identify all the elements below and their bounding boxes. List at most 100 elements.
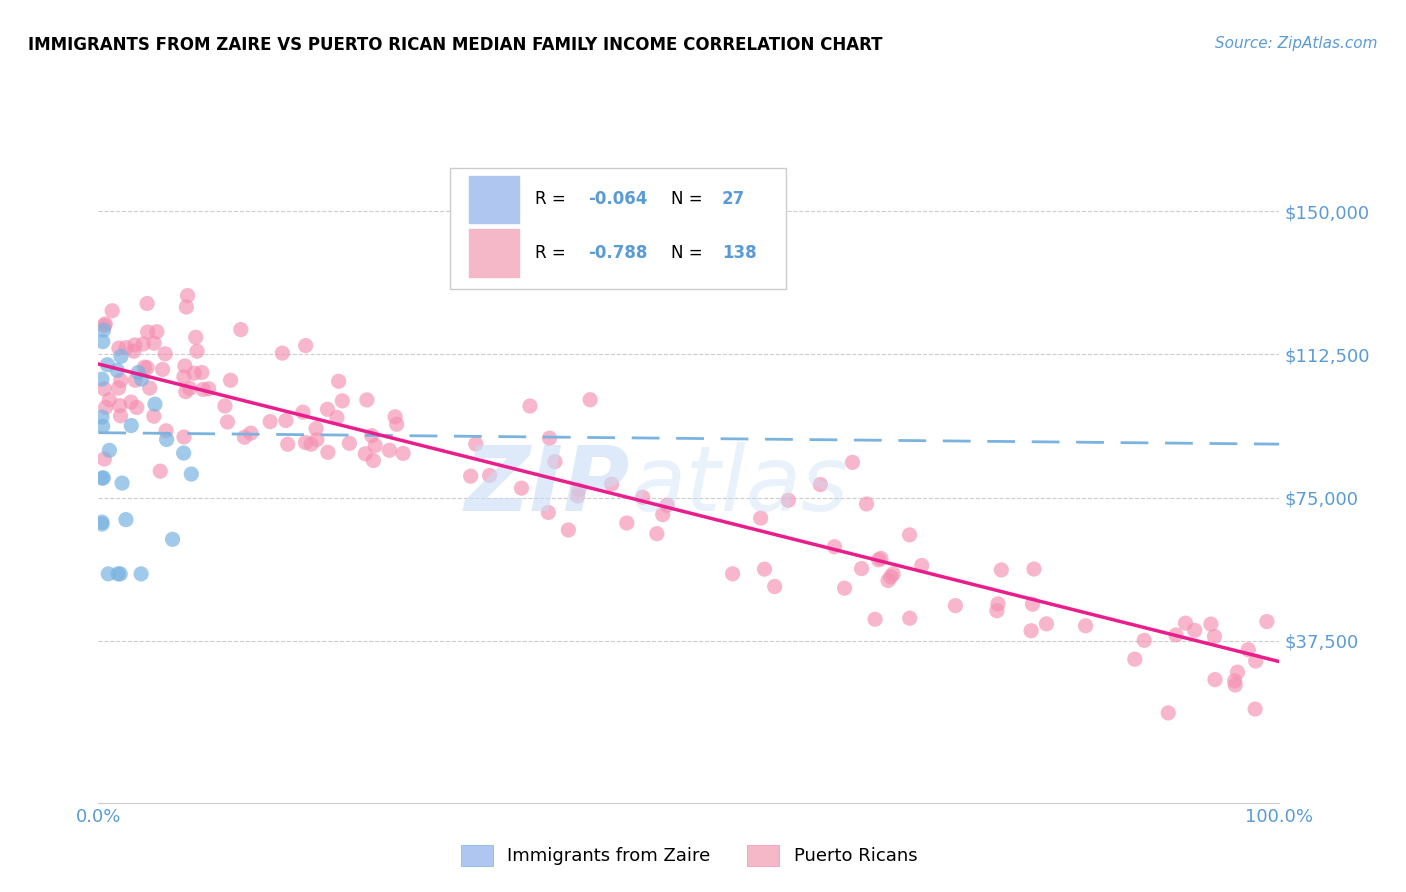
Point — [134, 360, 156, 375]
Point — [378, 443, 401, 458]
Point — [105, 363, 128, 377]
Text: 27: 27 — [723, 191, 745, 209]
Point — [173, 430, 195, 444]
Point — [1133, 633, 1156, 648]
Point — [1237, 642, 1260, 657]
Point — [330, 393, 353, 408]
Point — [173, 446, 195, 460]
Point — [354, 447, 377, 461]
Point — [173, 370, 195, 384]
Point — [651, 508, 673, 522]
Point — [111, 476, 134, 491]
Point — [149, 464, 172, 478]
Point — [132, 337, 155, 351]
Point — [186, 344, 208, 359]
Point — [616, 516, 638, 530]
Point — [1226, 665, 1249, 680]
Point — [841, 455, 863, 469]
Point — [142, 409, 165, 424]
Text: Source: ZipAtlas.com: Source: ZipAtlas.com — [1215, 36, 1378, 51]
Point — [363, 453, 385, 467]
Text: -0.064: -0.064 — [589, 191, 648, 209]
Point — [990, 563, 1012, 577]
Point — [1199, 617, 1222, 632]
Point — [179, 381, 201, 395]
Point — [299, 437, 322, 451]
Point — [294, 338, 316, 352]
Point — [464, 437, 486, 451]
Point — [538, 431, 561, 445]
Point — [1223, 673, 1246, 688]
Point — [96, 358, 118, 372]
Point — [460, 469, 482, 483]
Point — [824, 540, 846, 554]
Point — [91, 517, 114, 532]
Point — [214, 399, 236, 413]
Point — [478, 468, 501, 483]
Point — [274, 413, 297, 427]
Point — [851, 561, 873, 575]
Point — [316, 445, 339, 459]
Point — [600, 477, 623, 491]
Point — [808, 477, 831, 491]
Point — [162, 533, 184, 547]
Point — [519, 399, 541, 413]
Point — [721, 566, 744, 581]
Point — [1174, 616, 1197, 631]
Point — [749, 511, 772, 525]
Point — [328, 374, 350, 388]
Point — [229, 322, 252, 336]
Point — [136, 296, 159, 310]
Point — [1244, 654, 1267, 668]
Point — [1204, 673, 1226, 687]
Point — [138, 381, 160, 395]
Point — [305, 433, 328, 447]
Point — [110, 350, 132, 364]
Point — [277, 437, 299, 451]
Point — [180, 467, 202, 481]
Point — [108, 399, 131, 413]
Point — [108, 566, 131, 581]
Point — [120, 418, 142, 433]
Point — [778, 493, 800, 508]
Point — [155, 424, 177, 438]
Point — [93, 323, 115, 337]
Point — [385, 417, 408, 432]
Point — [1019, 624, 1042, 638]
Point — [146, 325, 169, 339]
Point — [217, 415, 239, 429]
Point — [107, 381, 129, 395]
Point — [316, 402, 339, 417]
Point — [987, 597, 1010, 611]
Point — [94, 317, 117, 331]
Point — [176, 288, 198, 302]
Point — [1074, 619, 1097, 633]
Point — [645, 526, 668, 541]
Point — [174, 359, 197, 373]
Point — [120, 395, 142, 409]
Point — [510, 481, 533, 495]
Point — [259, 415, 281, 429]
Point — [877, 574, 900, 588]
Text: atlas: atlas — [630, 442, 848, 530]
Text: N =: N = — [671, 244, 709, 262]
Text: R =: R = — [536, 244, 571, 262]
Point — [91, 372, 114, 386]
Point — [868, 553, 890, 567]
Point — [356, 392, 378, 407]
Point — [1225, 678, 1247, 692]
Point — [834, 581, 856, 595]
Point — [1022, 562, 1045, 576]
Point — [219, 373, 242, 387]
Point — [110, 374, 132, 388]
Point — [183, 366, 205, 380]
Point — [233, 430, 256, 444]
Text: R =: R = — [536, 191, 571, 209]
Point — [191, 366, 214, 380]
Text: 138: 138 — [723, 244, 756, 262]
Point — [337, 436, 360, 450]
Point — [1021, 597, 1043, 611]
Point — [124, 373, 146, 387]
Point — [97, 566, 120, 581]
Point — [143, 397, 166, 411]
